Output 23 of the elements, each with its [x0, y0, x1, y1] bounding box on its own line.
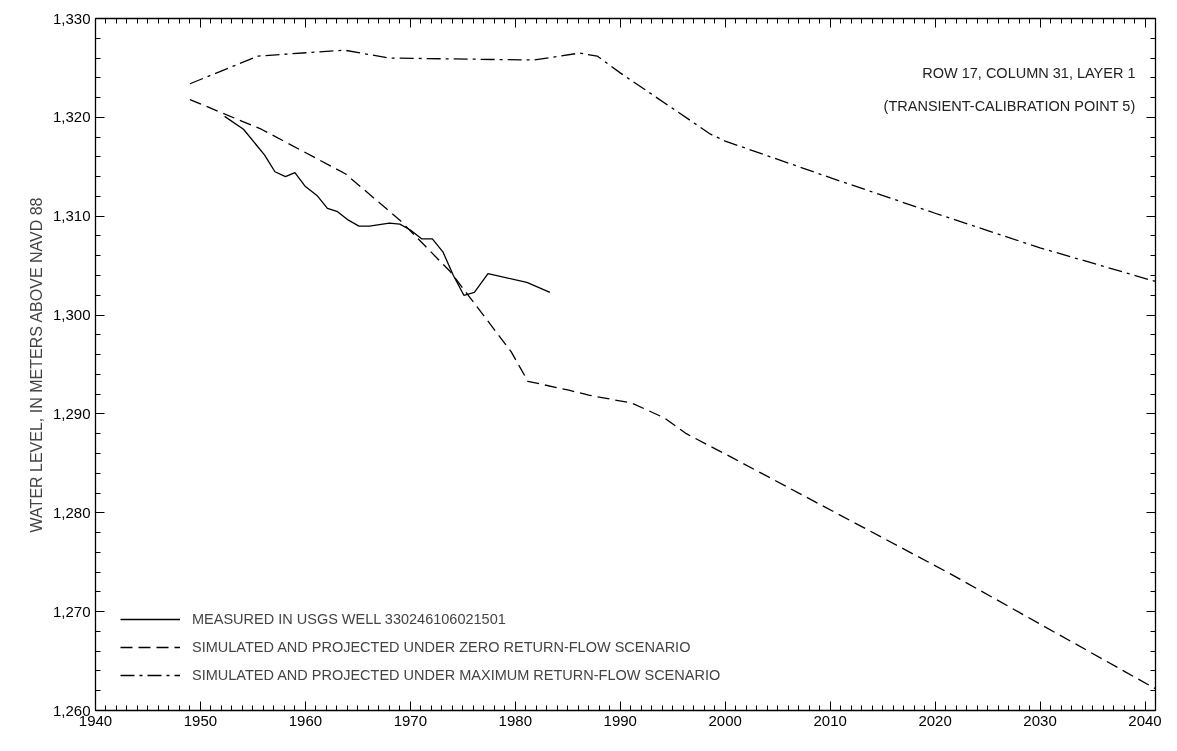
annotation: ROW 17, COLUMN 31, LAYER 1: [922, 64, 1136, 81]
x-tick-label: 2040: [1128, 711, 1162, 729]
y-tick-label: 1,270: [52, 602, 91, 620]
x-tick-label: 1970: [393, 711, 428, 729]
x-tick-label: 2010: [813, 711, 847, 729]
x-tick-label: 1980: [498, 711, 532, 729]
y-tick-label: 1,280: [52, 503, 91, 521]
x-tick-label: 2030: [1023, 711, 1057, 729]
x-tick-label: 1950: [183, 711, 218, 729]
y-tick-label: 1,330: [52, 9, 91, 27]
x-tick-label: 2020: [918, 711, 952, 729]
y-tick-label: 1,300: [52, 306, 91, 324]
y-tick-label: 1,320: [52, 108, 91, 126]
x-tick-label: 1960: [288, 711, 323, 729]
legend-label: MEASURED IN USGS WELL 330246106021501: [192, 611, 506, 627]
x-tick-label: 1990: [603, 711, 637, 729]
y-tick-label: 1,310: [52, 207, 91, 225]
annotation: (TRANSIENT-CALIBRATION POINT 5): [883, 97, 1136, 114]
y-axis-title: WATER LEVEL, IN METERS ABOVE NAVD 88: [27, 197, 45, 533]
legend-label: SIMULATED AND PROJECTED UNDER MAXIMUM RETURN-FLOW SCENARIO: [192, 667, 721, 683]
x-tick-label: 2000: [708, 711, 742, 729]
y-tick-label: 1,290: [52, 404, 91, 422]
legend-label: SIMULATED AND PROJECTED UNDER ZERO RETURN-FLOW SCENARIO: [192, 639, 691, 655]
